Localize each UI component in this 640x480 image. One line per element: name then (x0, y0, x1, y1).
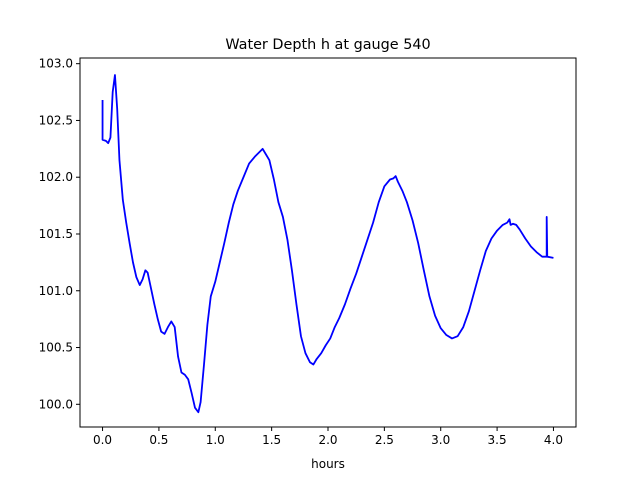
plot-area (101, 74, 554, 414)
y-tick-label: 103.0 (39, 57, 73, 71)
x-axis-label: hours (311, 457, 345, 471)
y-tick-label: 102.0 (39, 170, 73, 184)
x-tick-label: 1.0 (206, 433, 225, 447)
chart-title: Water Depth h at gauge 540 (225, 37, 430, 53)
y-tick-label: 101.5 (39, 227, 73, 241)
x-tick-label: 2.5 (375, 433, 394, 447)
x-tick-label: 1.5 (262, 433, 281, 447)
x-tick-label: 0.5 (149, 433, 168, 447)
y-tick-label: 102.5 (39, 113, 73, 127)
axes: 0.0 0.5 1.0 1.5 2.0 2.5 3.0 3.5 4.0 100.0 100.5 101… (39, 57, 577, 447)
y-tick-label: 100.0 (39, 397, 73, 411)
series-line-0 (101, 74, 554, 414)
x-tick-label: 3.0 (431, 433, 450, 447)
x-tick-label: 0.0 (93, 433, 112, 447)
y-tick-label: 100.5 (39, 341, 73, 355)
y-tick-label: 101.0 (39, 284, 73, 298)
x-tick-label: 3.5 (488, 433, 507, 447)
x-tick-label: 2.0 (318, 433, 337, 447)
x-tick-label: 4.0 (544, 433, 563, 447)
